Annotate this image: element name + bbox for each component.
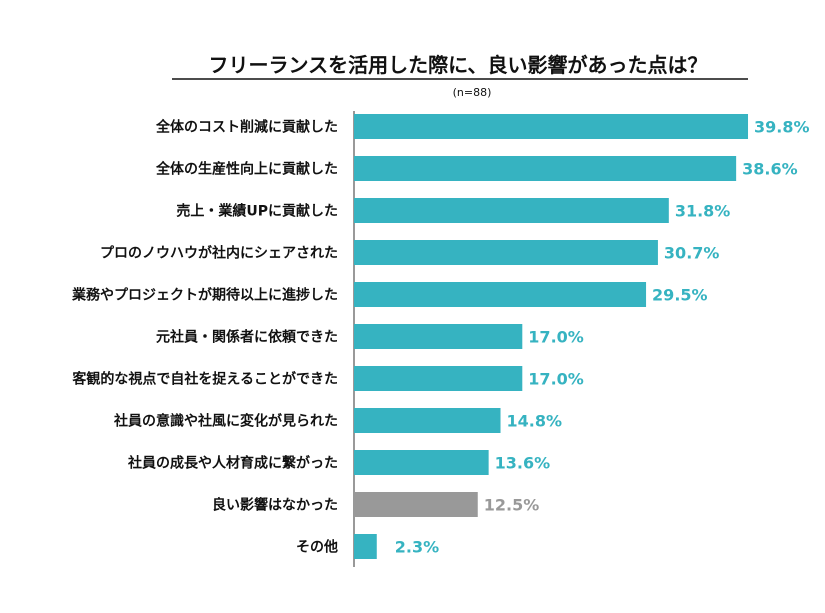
category-label: 元社員・関係者に依頼できた xyxy=(156,329,338,346)
value-label: 2.3% xyxy=(395,538,439,557)
bar xyxy=(354,114,749,139)
value-label: 13.6% xyxy=(495,454,551,473)
bar xyxy=(354,408,501,433)
value-label: 39.8% xyxy=(754,118,810,137)
value-label: 14.8% xyxy=(507,412,563,431)
bar xyxy=(354,198,669,223)
chart-title: フリーランスを活用した際に、良い影響があった点は？ xyxy=(209,53,708,77)
chart-subtitle: (n=88) xyxy=(453,86,492,99)
category-label: 客観的な視点で自社を捉えることができた xyxy=(71,371,338,388)
category-label: 売上・業績UPに貢献した xyxy=(176,203,338,220)
bar xyxy=(354,366,523,391)
category-label: 全体の生産性向上に貢献した xyxy=(155,161,338,178)
category-label: その他 xyxy=(296,539,338,556)
category-label: 社員の成長や人材育成に繋がった xyxy=(127,455,338,472)
value-label: 38.6% xyxy=(742,160,798,179)
value-label: 31.8% xyxy=(675,202,731,221)
bar xyxy=(354,156,737,181)
category-label: 良い影響はなかった xyxy=(212,497,338,514)
bar xyxy=(354,324,523,349)
category-label: プロのノウハウが社内にシェアされた xyxy=(100,245,338,262)
category-label: 社員の意識や社風に変化が見られた xyxy=(113,413,338,430)
bar xyxy=(354,450,489,475)
category-label: 業務やプロジェクトが期待以上に進捗した xyxy=(71,287,338,304)
bar xyxy=(354,282,647,307)
bar xyxy=(354,534,377,559)
value-label: 29.5% xyxy=(652,286,708,305)
value-label: 17.0% xyxy=(528,370,584,389)
category-label: 全体のコスト削減に貢献した xyxy=(155,119,338,136)
value-label: 17.0% xyxy=(528,328,584,347)
bar xyxy=(354,240,658,265)
value-label: 30.7% xyxy=(664,244,720,263)
bar xyxy=(354,492,478,517)
value-label: 12.5% xyxy=(484,496,540,515)
chart-marks: 全体のコスト削減に貢献した 39.8% 全体の生産性向上に貢献した 38.6% 売上・業… xyxy=(71,114,810,559)
